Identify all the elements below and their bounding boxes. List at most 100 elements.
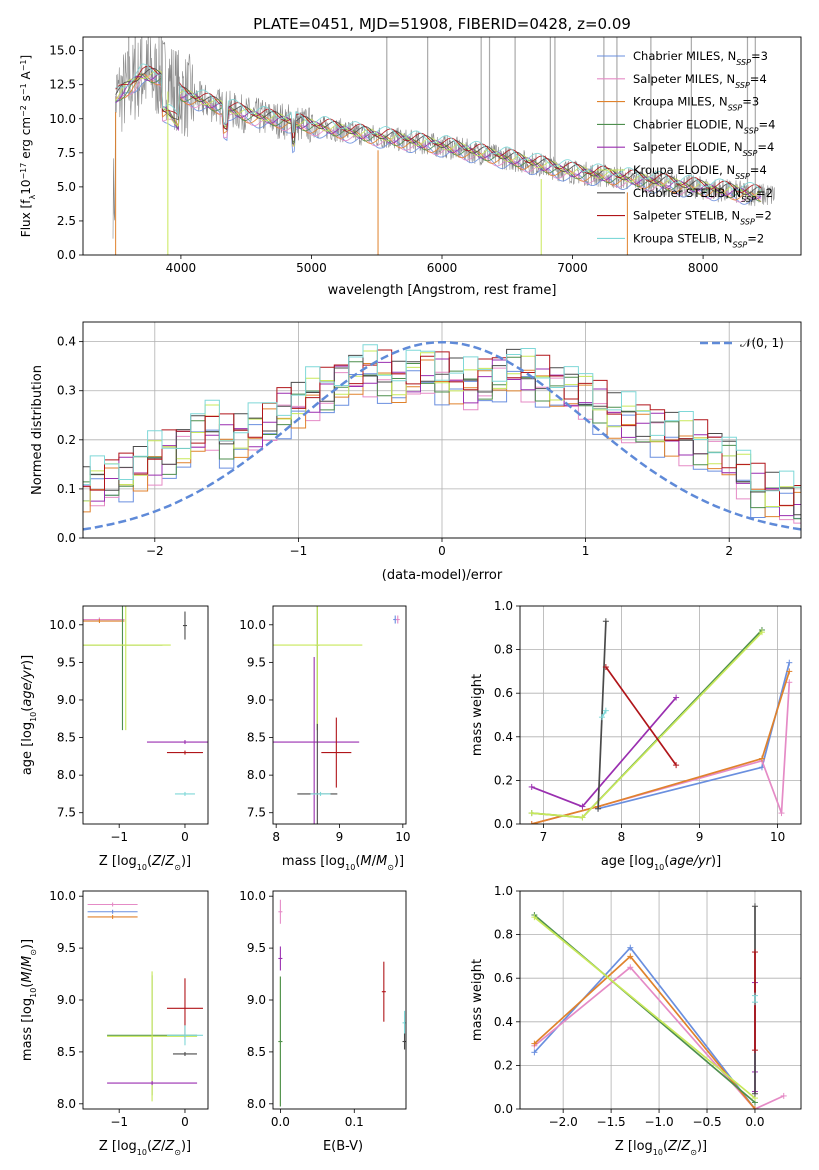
label-part: 10 xyxy=(19,180,33,195)
label-part: age [log xyxy=(20,722,35,775)
y-tick-label: 9.0 xyxy=(57,693,76,707)
y-tick-label: 0.0 xyxy=(57,248,76,262)
x-tick-label: 7000 xyxy=(557,261,588,275)
label-part: 10 xyxy=(653,1148,663,1157)
label-part: Z xyxy=(164,854,175,869)
legend-sub: SSP xyxy=(733,240,748,249)
histogram-kroupa-stelib xyxy=(83,344,801,492)
legend-label: Chabrier MILES, NSSP=3 xyxy=(633,49,768,67)
x-tick-label: −2 xyxy=(146,544,164,558)
label-part: Z xyxy=(151,1139,162,1154)
y-tick-label: 0.3 xyxy=(57,384,76,398)
y-tick-label: 10.0 xyxy=(239,889,266,903)
plot-area xyxy=(83,340,801,531)
axes-frame xyxy=(272,890,407,1110)
legend-entry: Salpeter MILES, NSSP=4 xyxy=(597,72,767,89)
x-tick-label: −0.5 xyxy=(692,1115,721,1129)
legend-label: Kroupa MILES, NSSP=3 xyxy=(633,95,759,113)
x-tick-label: −2.0 xyxy=(549,1115,578,1129)
legend-label: Chabrier ELODIE, NSSP=4 xyxy=(633,117,775,135)
y-axis-label: Flux [fλ10−17 erg cm−2 s−1 A−1] xyxy=(19,55,37,237)
label-part: )] xyxy=(20,939,35,949)
legend-nssp: 3 xyxy=(752,95,759,109)
label-part: / xyxy=(372,854,377,869)
y-tick-label: 0.0 xyxy=(494,1102,513,1116)
legend-nssp: 4 xyxy=(759,72,766,86)
plot-area xyxy=(528,618,793,824)
y-tick-label: 10.0 xyxy=(239,618,266,632)
label-part: −17 xyxy=(19,163,28,180)
label-part: )] xyxy=(181,854,191,869)
label-part: M xyxy=(20,971,35,982)
label-part: / xyxy=(161,1139,166,1154)
legend-sub: SSP xyxy=(743,149,758,158)
legend-model: Salpeter MILES xyxy=(633,72,719,86)
series-salpeter-miles xyxy=(533,966,785,1109)
y-tick-label: 12.5 xyxy=(49,78,76,92)
ticks: −1 0 7.5 8.0 8.5 9.0 9.5 10.0 xyxy=(49,618,189,844)
histogram-chabrier-stelib xyxy=(83,348,801,516)
label-part: −1 xyxy=(19,59,28,71)
label-part: Z xyxy=(680,1139,691,1154)
label-part: 10 xyxy=(137,863,147,872)
grid xyxy=(520,890,801,1110)
label-part: ( xyxy=(147,854,152,869)
model-spectrum-salpeter-elodie xyxy=(115,72,762,200)
legend-n: , N xyxy=(724,209,740,223)
point-salpeter-elodie xyxy=(278,946,283,971)
x-tick-label: 0.1 xyxy=(345,1115,364,1129)
x-tick-label: 8000 xyxy=(688,261,719,275)
histogram-salpeter-elodie xyxy=(83,358,801,517)
plot-area xyxy=(83,606,208,796)
legend-n: , N xyxy=(719,163,735,177)
label-part: age/yr xyxy=(20,663,35,706)
legend-entry: Chabrier STELIB, NSSP=2 xyxy=(597,186,773,203)
label-part: Z xyxy=(151,854,162,869)
legend-n: , N xyxy=(728,117,744,131)
label-part: age/yr xyxy=(669,854,712,869)
y-tick-label: 0.8 xyxy=(494,643,513,657)
label-part: Z [log xyxy=(99,854,137,869)
x-axis-label: (data-model)/error xyxy=(382,568,503,583)
y-tick-label: 10.0 xyxy=(49,112,76,126)
legend-nssp: 4 xyxy=(768,117,775,131)
y-axis-label: mass weight xyxy=(470,959,485,1041)
legend-n: , N xyxy=(725,186,741,200)
x-tick-label: 4000 xyxy=(166,261,197,275)
legend-entry: Kroupa STELIB, NSSP=2 xyxy=(597,231,764,249)
label-part: Z xyxy=(164,1139,175,1154)
point-salpeter-elodie xyxy=(146,740,208,745)
model-spectrum-kroupa-stelib xyxy=(115,63,762,192)
chart-mass-vs-z: −1 08.08.59.09.510.0Z [log10(Z/Z⊙)]mass [… xyxy=(20,889,209,1157)
label-part: A xyxy=(19,70,33,83)
label-part: 10 xyxy=(137,1148,147,1157)
legend-eq: = xyxy=(756,186,766,200)
legend-eq: = xyxy=(755,209,765,223)
legend-nssp: 2 xyxy=(766,186,773,200)
y-tick-label: 5.0 xyxy=(57,180,76,194)
x-tick-label: 7 xyxy=(540,830,548,844)
y-tick-label: 8.0 xyxy=(57,768,76,782)
point-salpeter-miles xyxy=(278,899,283,924)
y-tick-label: 8.0 xyxy=(57,1097,76,1111)
label-part: ( xyxy=(664,854,669,869)
legend-nssp: 4 xyxy=(767,140,774,154)
y-tick-label: 1.0 xyxy=(494,599,513,613)
point-kroupa-elodie xyxy=(107,971,198,1102)
plot-area xyxy=(112,37,775,255)
chart-weight-vs-z: −2.0 −1.5 −1.0 −0.5 0.0 0.0 0.2 0.4 0.6 0.8 1.0 Z [… xyxy=(470,884,802,1157)
series-kroupa-stelib xyxy=(601,710,607,718)
legend-sub: SSP xyxy=(735,172,750,181)
gaussian-curve xyxy=(83,340,801,531)
y-tick-label: 9.5 xyxy=(247,655,266,669)
x-axis-label: age [log10(age/yr)] xyxy=(601,854,721,872)
y-tick-label: 8.0 xyxy=(247,1097,266,1111)
y-tick-label: 7.5 xyxy=(247,806,266,820)
model-spectrum-chabrier-elodie xyxy=(115,73,762,202)
x-tick-label: 10 xyxy=(395,830,410,844)
legend-eq: = xyxy=(742,95,752,109)
y-tick-label: 0.1 xyxy=(57,482,76,496)
point-salpeter-stelib xyxy=(381,961,386,1022)
